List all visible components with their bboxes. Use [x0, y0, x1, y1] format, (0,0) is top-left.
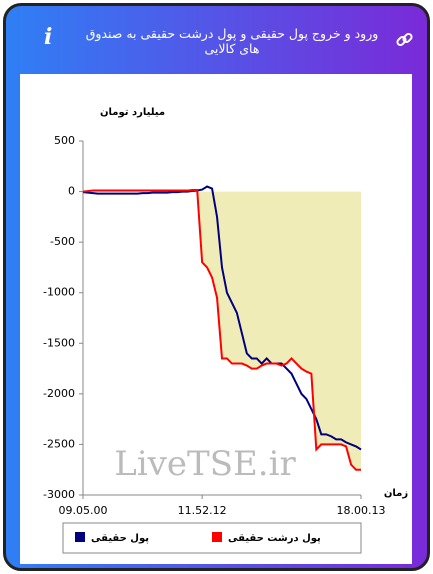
y-tick-label: 500: [54, 134, 75, 147]
chart: میلیارد تومان زمان LiveTSE.ir 500 0 -500 -1…: [20, 74, 412, 564]
y-tick-label: 0: [68, 185, 75, 198]
legend-swatch: [212, 532, 222, 542]
x-tick-label: 18.00.13: [337, 504, 386, 517]
y-tick-label: -2500: [43, 437, 75, 450]
legend-swatch: [75, 532, 85, 542]
y-tick-label: -1500: [43, 336, 75, 349]
y-tick-label: -2000: [43, 387, 75, 400]
legend-label: پول درشت حقیقی: [228, 533, 321, 544]
x-axis-title: زمان: [384, 488, 408, 499]
y-tick-label: -1000: [43, 286, 75, 299]
card: i ورود و خروج پول حقیقی و پول درشت حقیقی…: [3, 3, 430, 571]
watermark: LiveTSE.ir: [114, 444, 296, 484]
x-tick-label: 09.05.00: [59, 504, 108, 517]
link-icon[interactable]: [395, 30, 415, 50]
header: i ورود و خروج پول حقیقی و پول درشت حقیقی…: [6, 6, 427, 74]
header-title: ورود و خروج پول حقیقی و پول درشت حقیقی ب…: [85, 26, 379, 56]
y-unit: میلیارد تومان: [100, 107, 165, 118]
legend-label: پول حقیقی: [91, 533, 149, 544]
legend: [62, 522, 362, 554]
area: [83, 190, 361, 470]
series-line: [82, 189, 361, 471]
x-tick-label: 11.52.12: [178, 504, 227, 517]
y-tick-label: -3000: [43, 488, 75, 501]
info-icon[interactable]: i: [44, 24, 53, 50]
y-tick-label: -500: [50, 235, 75, 248]
